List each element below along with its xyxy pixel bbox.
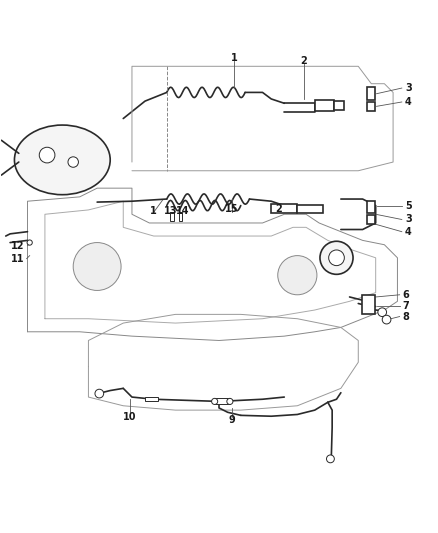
Circle shape	[212, 398, 218, 405]
Text: 15: 15	[225, 204, 239, 214]
Bar	[297, 205, 323, 213]
Circle shape	[39, 147, 55, 163]
Circle shape	[73, 243, 121, 290]
Text: 5: 5	[405, 201, 412, 212]
Text: 3: 3	[405, 214, 412, 224]
Text: 6: 6	[403, 290, 410, 300]
Text: 10: 10	[123, 411, 137, 422]
Text: 4: 4	[405, 97, 412, 107]
Circle shape	[95, 389, 104, 398]
Circle shape	[382, 315, 391, 324]
Text: 7: 7	[403, 301, 410, 311]
Circle shape	[68, 157, 78, 167]
Text: 12: 12	[11, 240, 25, 251]
Ellipse shape	[14, 125, 110, 195]
Bar	[170, 212, 174, 221]
Bar	[367, 215, 375, 224]
Bar	[145, 397, 158, 401]
Text: 9: 9	[229, 415, 236, 425]
Circle shape	[278, 256, 317, 295]
Bar	[367, 102, 375, 111]
Bar	[179, 212, 183, 221]
Circle shape	[328, 250, 344, 265]
Circle shape	[326, 455, 334, 463]
Text: 1: 1	[231, 53, 237, 63]
Text: 2: 2	[276, 204, 283, 214]
Text: 3: 3	[405, 83, 412, 93]
Text: 13: 13	[163, 206, 177, 216]
Bar	[367, 201, 375, 213]
Text: 8: 8	[403, 312, 410, 321]
Bar	[367, 87, 375, 100]
Bar	[215, 398, 230, 405]
Circle shape	[378, 308, 387, 317]
Circle shape	[227, 398, 233, 405]
Bar	[362, 295, 375, 314]
Text: 11: 11	[11, 254, 25, 264]
Text: 14: 14	[176, 206, 189, 216]
Bar	[271, 204, 297, 213]
Bar	[334, 101, 344, 110]
Circle shape	[27, 240, 32, 245]
Text: 2: 2	[300, 56, 307, 66]
Bar	[315, 100, 334, 111]
Circle shape	[320, 241, 353, 274]
Text: 1: 1	[149, 206, 156, 216]
Text: 4: 4	[405, 227, 412, 237]
